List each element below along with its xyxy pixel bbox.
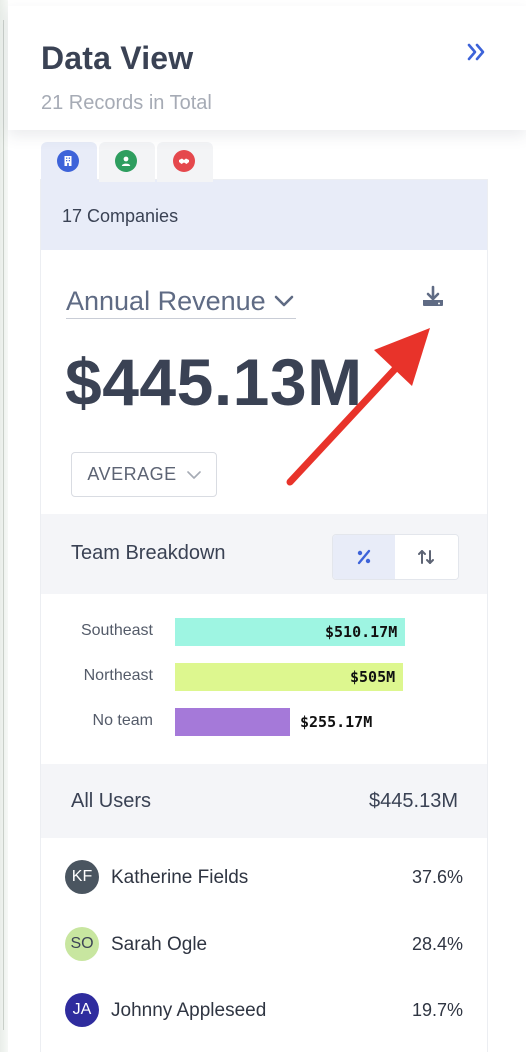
tab-deals[interactable] <box>157 142 213 182</box>
record-type-tabs <box>41 142 221 182</box>
breakdown-view-toggle <box>332 534 459 580</box>
records-count: 21 Records in Total <box>41 92 212 114</box>
user-name: Sarah Ogle <box>111 934 208 955</box>
download-icon[interactable] <box>419 284 447 312</box>
tab-companies[interactable] <box>41 142 97 182</box>
chevron-down-icon <box>186 470 201 479</box>
breakdown-value: $510.17M <box>325 623 398 641</box>
companies-summary: 17 Companies <box>41 180 487 250</box>
background-strip <box>0 0 8 1052</box>
chevron-down-icon <box>274 295 293 307</box>
avatar: KF <box>65 860 99 894</box>
sort-toggle-button[interactable] <box>396 535 458 579</box>
all-users-total: $445.13M <box>369 790 458 812</box>
metric-label: Annual Revenue <box>66 285 266 316</box>
breakdown-bar <box>175 708 290 736</box>
user-row[interactable]: SO Sarah Ogle 28.4% <box>41 927 487 967</box>
team-breakdown-chart: Southeast $510.17M Northeast $505M No te… <box>41 594 487 764</box>
breakdown-bar <box>175 663 403 691</box>
team-breakdown-header: Team Breakdown <box>41 514 487 594</box>
user-percent: 37.6% <box>411 867 463 887</box>
user-percent: 28.4% <box>411 934 463 954</box>
metric-dropdown[interactable]: Annual Revenue <box>66 284 296 319</box>
breakdown-row-southeast[interactable]: Southeast $510.17M <box>41 618 487 646</box>
aggregation-label: AVERAGE <box>87 464 177 484</box>
user-name: Johnny Appleseed <box>111 1000 267 1021</box>
data-view-panel: Data View 21 Records in Total <box>8 6 526 1052</box>
all-users-title: All Users <box>71 790 152 812</box>
building-icon <box>57 150 79 172</box>
breakdown-value: $505M <box>350 668 396 686</box>
team-breakdown-title: Team Breakdown <box>71 542 226 564</box>
user-row[interactable]: JA Johnny Appleseed 19.7% <box>41 993 487 1033</box>
user-percent: 19.7% <box>411 1000 463 1020</box>
companies-count: 17 Companies <box>62 206 179 226</box>
avatar: SO <box>65 927 99 961</box>
sort-icon <box>418 550 434 564</box>
page-title: Data View <box>41 40 194 76</box>
avatar: JA <box>65 993 99 1027</box>
breakdown-row-northeast[interactable]: Northeast $505M <box>41 663 487 691</box>
double-chevron-right-icon[interactable] <box>464 40 488 68</box>
all-users-header: All Users $445.13M <box>41 764 487 838</box>
breakdown-label: Northeast <box>83 667 153 684</box>
breakdown-bar <box>175 618 405 646</box>
percent-toggle-button[interactable] <box>333 535 395 579</box>
person-icon <box>115 150 137 172</box>
metric-card: 17 Companies Annual Revenue $445.13M AVE… <box>41 180 487 1052</box>
metric-value: $445.13M <box>65 345 363 419</box>
percent-icon <box>357 549 371 565</box>
panel-header: Data View 21 Records in Total <box>8 6 526 130</box>
user-row[interactable]: KF Katherine Fields 37.6% <box>41 860 487 900</box>
breakdown-label: No team <box>92 712 153 729</box>
handshake-icon <box>173 150 195 172</box>
user-name: Katherine Fields <box>111 867 249 888</box>
breakdown-row-no-team[interactable]: No team $255.17M <box>41 708 487 736</box>
breakdown-value: $255.17M <box>300 713 373 731</box>
aggregation-dropdown[interactable]: AVERAGE <box>71 452 217 497</box>
tab-people[interactable] <box>99 142 155 182</box>
breakdown-label: Southeast <box>80 622 153 639</box>
